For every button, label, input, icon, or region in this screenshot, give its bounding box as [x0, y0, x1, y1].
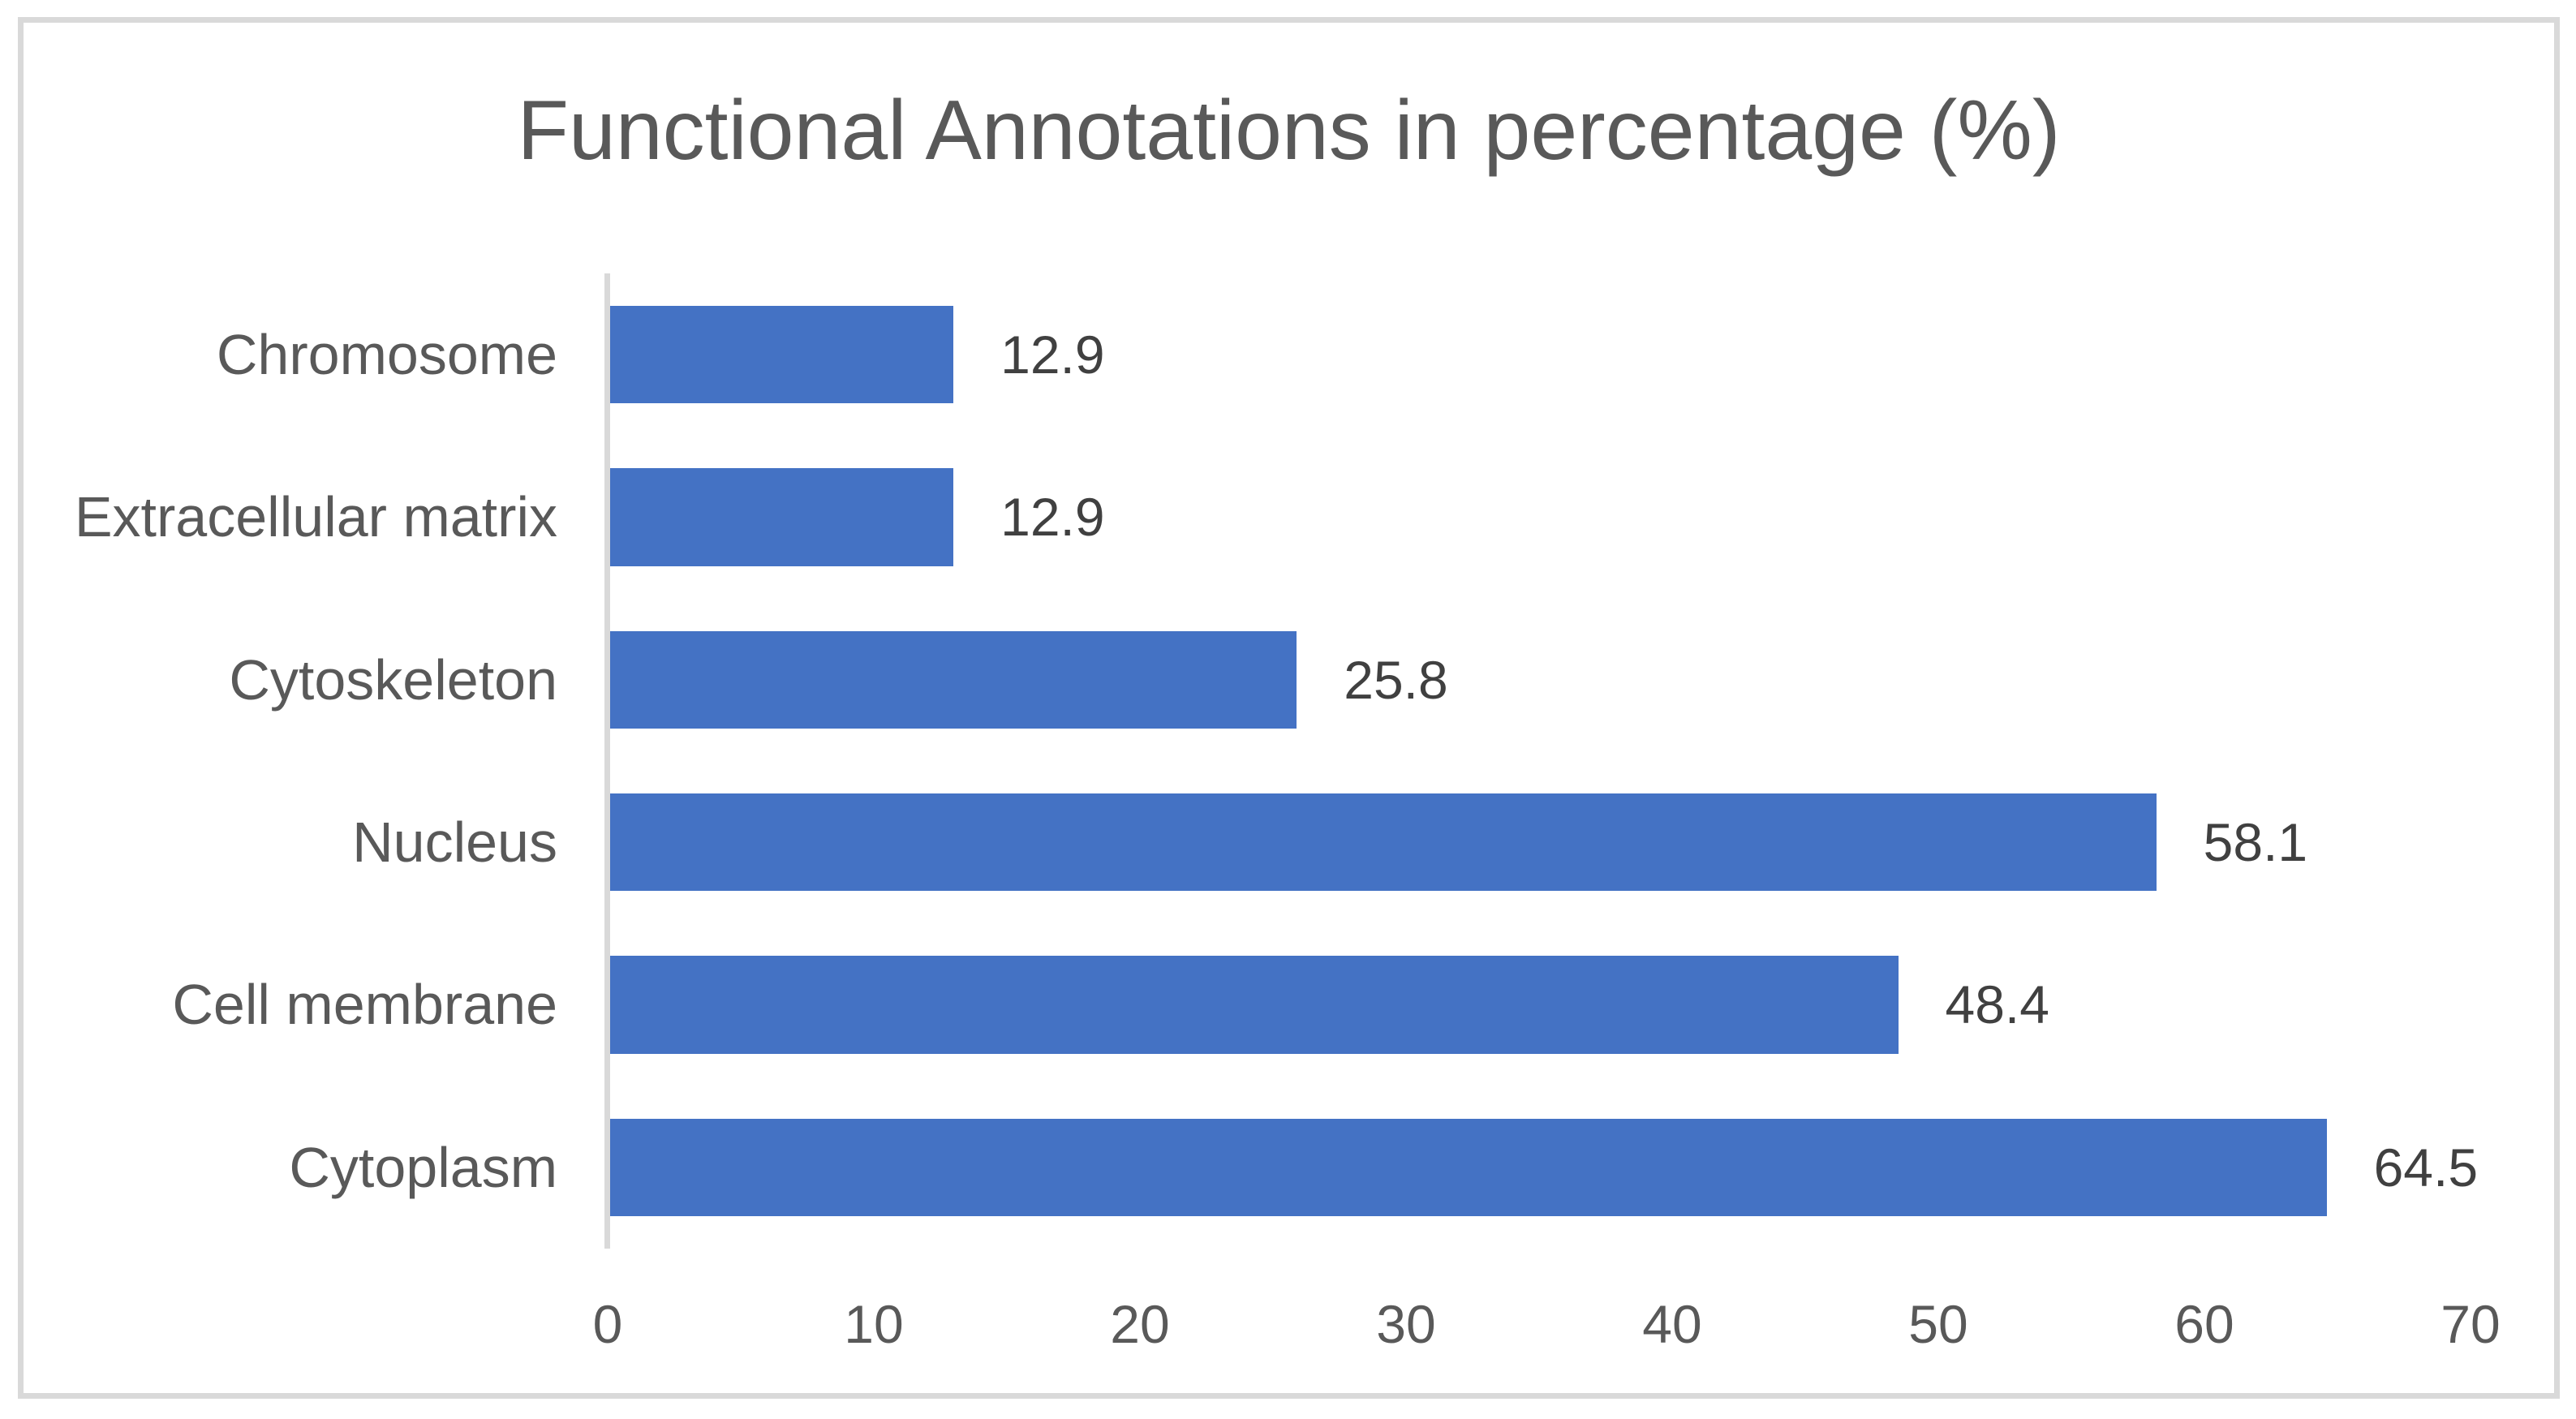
category-label: Chromosome	[216, 323, 557, 387]
category-label: Cell membrane	[172, 973, 557, 1037]
data-label: 12.9	[1000, 487, 1105, 548]
category-axis-labels: Chromosome Extracellular matrix Cytoskelet…	[48, 273, 557, 1249]
x-tick-label: 60	[2174, 1294, 2234, 1354]
category-label: Extracellular matrix	[74, 485, 557, 549]
bar-row: 48.4	[610, 923, 2473, 1086]
x-tick-label: 40	[1642, 1294, 1702, 1354]
category-label: Nucleus	[352, 811, 557, 875]
data-label: 64.5	[2373, 1137, 2479, 1198]
bar-row: 12.9	[610, 436, 2473, 598]
data-label: 58.1	[2203, 812, 2308, 873]
bar-row: 64.5	[610, 1086, 2478, 1249]
bar-row: 12.9	[610, 273, 2473, 436]
category-label: Cytoplasm	[289, 1135, 557, 1199]
plot-area: 12.9 12.9 25.8 58.1 48.4 64.5	[604, 273, 2478, 1249]
bar-row: 25.8	[610, 599, 2473, 761]
x-tick-label: 0	[592, 1294, 623, 1354]
bar	[610, 956, 1899, 1054]
x-tick-label: 20	[1110, 1294, 1170, 1354]
x-tick-label: 70	[2441, 1294, 2501, 1354]
bar	[610, 1118, 2327, 1216]
bar-rows: 12.9 12.9 25.8 58.1 48.4 64.5	[610, 273, 2478, 1249]
bar	[610, 306, 954, 404]
x-tick-label: 10	[844, 1294, 904, 1354]
chart-title: Functional Annotations in percentage (%)	[517, 84, 2061, 178]
bar	[610, 630, 1297, 729]
x-tick-label: 30	[1376, 1294, 1436, 1354]
value-axis-tick-labels: 0 10 20 30 40 50 60 70	[593, 1293, 2501, 1366]
data-label: 12.9	[1000, 325, 1105, 385]
data-label: 48.4	[1945, 974, 2049, 1035]
category-label: Cytoskeleton	[229, 647, 557, 712]
bar	[610, 793, 2157, 892]
x-tick-label: 50	[1908, 1294, 1968, 1354]
chart-frame: Functional Annotations in percentage (%)…	[18, 17, 2560, 1399]
bar	[610, 468, 954, 566]
data-label: 25.8	[1344, 649, 1448, 710]
bar-row: 58.1	[610, 761, 2473, 923]
